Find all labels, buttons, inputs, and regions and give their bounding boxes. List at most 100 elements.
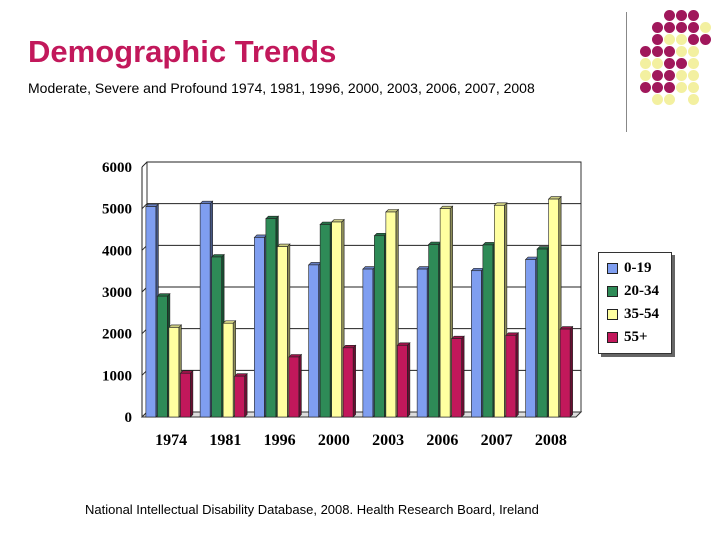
bar-top (416, 266, 431, 270)
bar-35-54-2006 (439, 208, 451, 418)
bar-55+-1974 (180, 372, 191, 418)
y-tick-label: 2000 (102, 327, 132, 343)
decorative-dot (652, 34, 663, 45)
bar-35-54-1996 (277, 246, 288, 418)
bar-35-54-1981 (222, 322, 234, 418)
bar-55+-2007 (505, 335, 517, 418)
legend-label: 55+ (624, 328, 648, 345)
bar-top (168, 324, 183, 328)
y-tick-label: 4000 (102, 243, 132, 259)
bar-20-34-2008 (536, 248, 548, 418)
bar-side (515, 332, 519, 418)
decorative-dot (652, 82, 663, 93)
legend-swatch (607, 285, 618, 297)
decorative-dot (676, 10, 687, 21)
decorative-dot (688, 70, 699, 81)
bar-top (342, 345, 357, 349)
bar-top (470, 267, 485, 272)
bar-top (547, 196, 562, 200)
bar-35-54-2003 (385, 211, 397, 418)
decorative-dot (652, 58, 663, 69)
decorative-dot (688, 94, 699, 105)
bar-0-19-2007 (471, 270, 482, 418)
x-tick-label: 2000 (318, 432, 350, 449)
bar-top (145, 203, 160, 207)
decorative-dot (676, 22, 687, 33)
decorative-dot (664, 46, 675, 57)
decorative-divider (626, 12, 627, 132)
bar-top (199, 200, 214, 204)
page-title: Demographic Trends (28, 34, 337, 69)
bar-top (385, 209, 400, 213)
decorative-dot (676, 46, 687, 57)
bar-0-19-1996 (254, 237, 265, 418)
x-tick-label: 1996 (264, 432, 296, 449)
bar-0-19-1974 (145, 206, 157, 418)
legend-item: 35-54 (607, 304, 659, 324)
bar-top (373, 232, 388, 237)
decorative-dot (676, 82, 687, 93)
bar-side (407, 342, 411, 418)
decorative-dot (664, 10, 675, 21)
bar-top (482, 242, 497, 246)
bar-top (307, 262, 322, 266)
y-tick-label: 6000 (102, 160, 132, 176)
bar-top (396, 342, 411, 346)
chart-legend: 0-19 20-34 35-54 55+ (598, 252, 672, 354)
bar-top (450, 335, 465, 339)
decorative-dot (652, 22, 663, 33)
decorative-dot (640, 70, 651, 81)
decorative-dot (664, 22, 675, 33)
bar-top (222, 320, 237, 324)
bar-55+-2003 (397, 345, 408, 418)
legend-label: 35-54 (624, 305, 659, 322)
bar-top (330, 219, 345, 223)
y-tick-label: 0 (125, 410, 133, 426)
decorative-dot (700, 34, 711, 45)
bar-top (524, 256, 539, 260)
bar-top (493, 202, 508, 206)
legend-item: 55+ (607, 327, 648, 347)
legend-swatch (607, 308, 618, 320)
bar-top (233, 373, 248, 377)
decorative-dot (688, 10, 699, 21)
bar-top (276, 243, 291, 247)
legend-label: 0-19 (624, 259, 652, 276)
decorative-dot (640, 82, 651, 93)
bar-side (298, 353, 302, 418)
bar-top (179, 370, 194, 374)
decorative-dot (664, 82, 675, 93)
gridline-depth (141, 161, 148, 168)
legend-item: 0-19 (607, 258, 652, 278)
bar-20-34-2007 (482, 244, 494, 418)
bar-top (319, 221, 334, 225)
x-tick-label: 2008 (535, 432, 567, 449)
bar-top (253, 234, 268, 238)
legend-item: 20-34 (607, 281, 659, 301)
bar-20-34-2003 (374, 235, 385, 418)
decorative-dot (688, 46, 699, 57)
page-subtitle: Moderate, Severe and Profound 1974, 1981… (28, 80, 535, 96)
bar-55+-2000 (342, 347, 354, 418)
bar-35-54-2000 (331, 221, 342, 418)
legend-swatch (607, 262, 618, 274)
x-tick-label: 2007 (481, 432, 513, 449)
bar-top (559, 326, 574, 330)
bar-side (461, 335, 465, 418)
decorative-dot (652, 94, 663, 105)
bar-20-34-2006 (428, 244, 439, 418)
bar-0-19-2003 (362, 268, 374, 418)
bar-35-54-1974 (168, 327, 180, 418)
bar-side (244, 372, 248, 418)
decorative-dot (688, 58, 699, 69)
bar-top (210, 254, 225, 258)
y-tick-label: 1000 (102, 368, 132, 384)
bar-side (352, 344, 356, 418)
bar-55+-1981 (234, 375, 245, 418)
decorative-dot (688, 34, 699, 45)
bar-35-54-2008 (548, 198, 559, 418)
x-tick-label: 2003 (372, 432, 404, 449)
bar-0-19-2006 (416, 268, 428, 418)
x-tick-label: 2006 (426, 432, 458, 449)
